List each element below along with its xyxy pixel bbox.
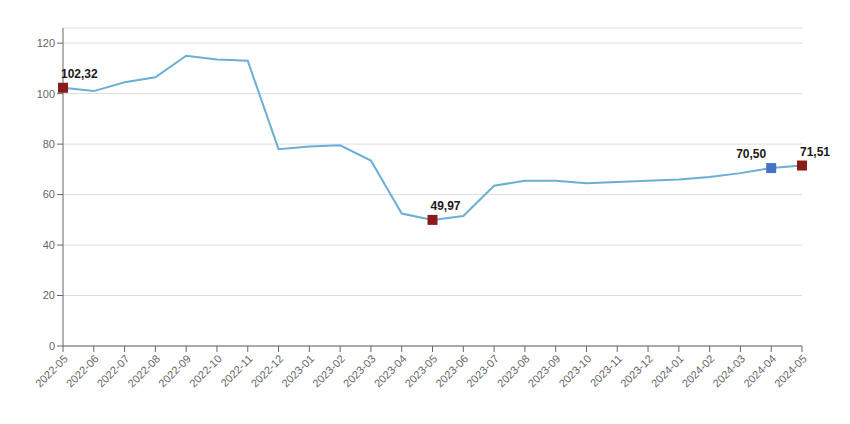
svg-text:2023-04: 2023-04	[372, 352, 409, 389]
svg-text:2022-05: 2022-05	[33, 352, 70, 389]
svg-text:2022-07: 2022-07	[94, 352, 131, 389]
svg-text:2023-05: 2023-05	[402, 352, 439, 389]
svg-text:20: 20	[43, 289, 55, 301]
svg-text:2023-02: 2023-02	[310, 352, 347, 389]
svg-text:2023-09: 2023-09	[526, 352, 563, 389]
svg-text:2022-06: 2022-06	[64, 352, 101, 389]
svg-text:70,50: 70,50	[736, 147, 766, 161]
svg-text:2024-02: 2024-02	[680, 352, 717, 389]
svg-text:2024-03: 2024-03	[710, 352, 747, 389]
svg-text:2022-08: 2022-08	[125, 352, 162, 389]
svg-text:2024-01: 2024-01	[649, 352, 686, 389]
svg-text:120: 120	[37, 37, 55, 49]
svg-text:2023-11: 2023-11	[588, 352, 624, 388]
svg-text:0: 0	[49, 340, 55, 352]
svg-text:2022-11: 2022-11	[218, 352, 254, 388]
svg-text:2023-12: 2023-12	[618, 352, 655, 389]
svg-text:2023-07: 2023-07	[464, 352, 501, 389]
svg-text:2023-03: 2023-03	[341, 352, 378, 389]
svg-text:71,51: 71,51	[800, 145, 830, 159]
svg-text:2024-05: 2024-05	[772, 352, 809, 389]
svg-text:49,97: 49,97	[431, 199, 461, 213]
svg-text:2022-09: 2022-09	[156, 352, 193, 389]
svg-text:2023-10: 2023-10	[556, 352, 593, 389]
svg-text:100: 100	[37, 88, 55, 100]
svg-text:2023-06: 2023-06	[433, 352, 470, 389]
svg-text:60: 60	[43, 188, 55, 200]
svg-text:102,32: 102,32	[61, 67, 98, 81]
svg-text:2023-01: 2023-01	[279, 352, 316, 389]
svg-text:2023-08: 2023-08	[495, 352, 532, 389]
svg-text:2024-04: 2024-04	[741, 352, 778, 389]
svg-text:2022-12: 2022-12	[248, 352, 285, 389]
svg-text:2022-10: 2022-10	[187, 352, 224, 389]
svg-text:80: 80	[43, 138, 55, 150]
svg-text:40: 40	[43, 239, 55, 251]
